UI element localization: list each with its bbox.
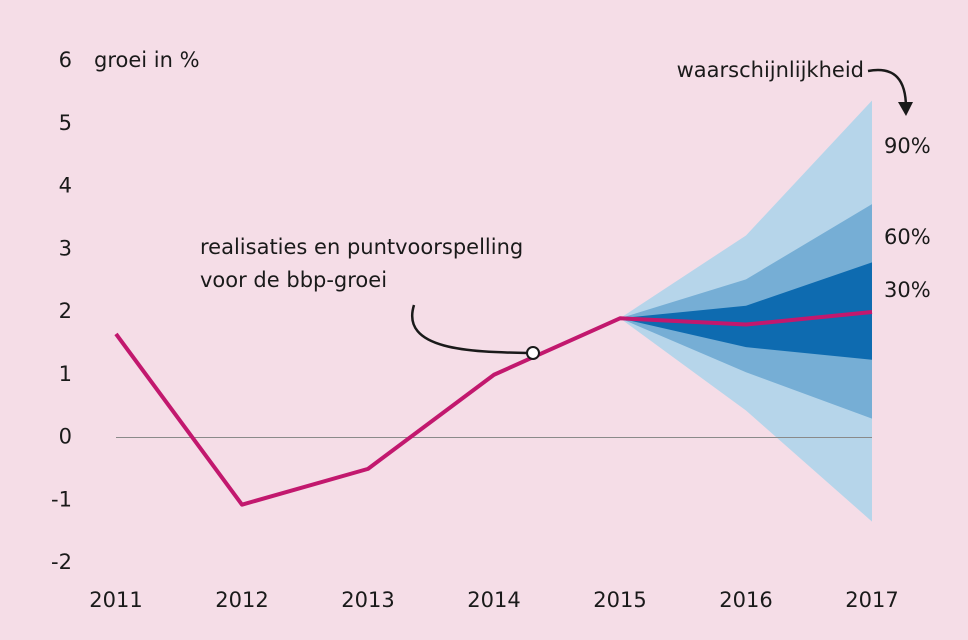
fan-band (620, 262, 872, 360)
y-tick-label: -1 (51, 487, 72, 511)
x-tick-label: 2016 (719, 588, 772, 612)
probability-label: waarschijnlijkheid (677, 58, 864, 82)
x-tick-label: 2012 (215, 588, 268, 612)
arrow-head (898, 102, 913, 116)
y-tick-label: 6 (59, 48, 72, 72)
plot: 90% 60% 30% -2 -1 0 1 2 3 4 5 6 2011 2012 2013 2014 2015… (51, 48, 931, 612)
x-tick-label: 2014 (467, 588, 520, 612)
y-axis-label: groei in % (94, 48, 200, 72)
band-label: 30% (884, 278, 931, 302)
y-tick-label: 2 (59, 299, 72, 323)
x-tick-label: 2015 (593, 588, 646, 612)
band-label: 90% (884, 134, 931, 158)
x-tick-label: 2017 (845, 588, 898, 612)
note-marker (526, 346, 540, 360)
x-tick-label: 2013 (341, 588, 394, 612)
y-tick-label: 4 (59, 174, 72, 198)
y-tick-label: -2 (51, 550, 72, 574)
line-note: realisaties en puntvoorspelling (200, 235, 523, 259)
y-tick-label: 5 (59, 111, 72, 135)
y-tick-label: 1 (59, 362, 72, 386)
y-tick-label: 3 (59, 236, 72, 260)
note-connector (411, 304, 529, 355)
arrow (867, 68, 908, 109)
y-tick-label: 0 (59, 425, 72, 449)
band-label: 60% (884, 225, 931, 249)
line-note: voor de bbp-groei (200, 268, 387, 292)
x-tick-label: 2011 (89, 588, 142, 612)
line (114, 310, 873, 507)
